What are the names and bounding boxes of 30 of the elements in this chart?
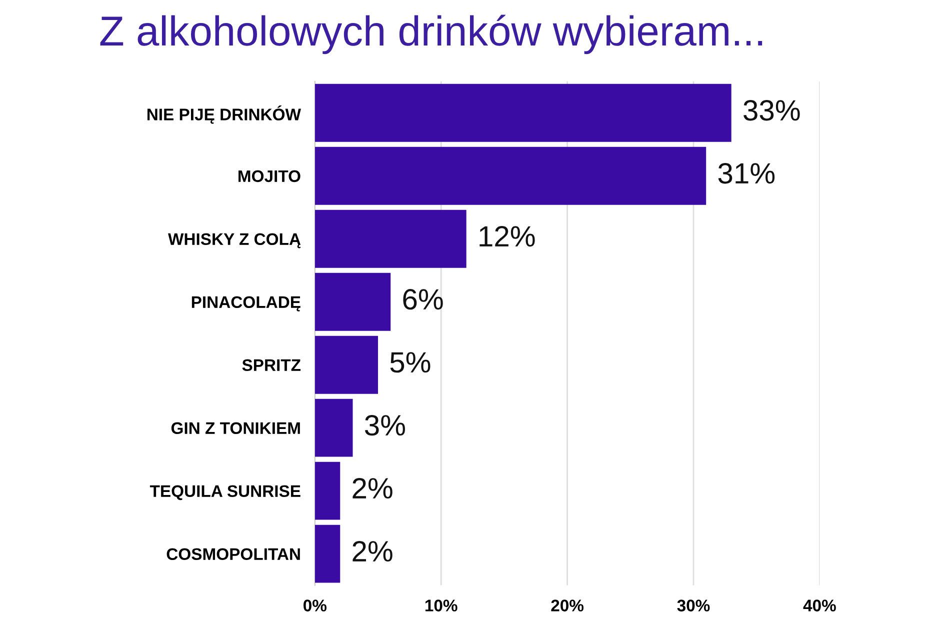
bar xyxy=(314,524,340,583)
y-tick-label: PINACOLADĘ xyxy=(192,296,300,312)
bar xyxy=(314,336,378,394)
y-tick-label: WHISKY Z COLĄ xyxy=(168,233,301,248)
y-tick-label: COSMOPOLITAN xyxy=(166,548,300,560)
y-tick-label: TEQUILA SUNRISE xyxy=(150,485,300,500)
x-tick-label: 0% xyxy=(304,600,327,612)
data-label: 2% xyxy=(352,540,392,562)
y-tick-label: MOJITO xyxy=(238,170,300,182)
bar xyxy=(314,146,706,205)
x-tick-label: 20% xyxy=(551,600,584,612)
data-label: 2% xyxy=(352,478,392,499)
bar xyxy=(314,84,732,142)
data-label: 12% xyxy=(480,226,535,247)
bar xyxy=(314,272,391,331)
data-label: 33% xyxy=(744,100,800,121)
bar xyxy=(314,398,353,457)
chart-title: Z alkoholowych drinków wybieram... xyxy=(100,14,762,54)
x-tick-label: 30% xyxy=(677,600,710,612)
bar xyxy=(314,462,340,520)
x-tick-label: 10% xyxy=(425,600,458,612)
x-tick-label: 40% xyxy=(803,600,836,612)
y-tick-label: NIE PIJĘ DRINKÓW xyxy=(147,105,301,124)
data-label: 31% xyxy=(718,163,775,184)
y-tick-label: GIN Z TONIKIEM xyxy=(171,422,300,434)
data-label: 5% xyxy=(390,352,430,373)
bar xyxy=(314,210,466,268)
data-label: 3% xyxy=(364,415,405,436)
y-tick-label: SPRITZ xyxy=(242,359,301,372)
data-label: 6% xyxy=(403,289,443,310)
